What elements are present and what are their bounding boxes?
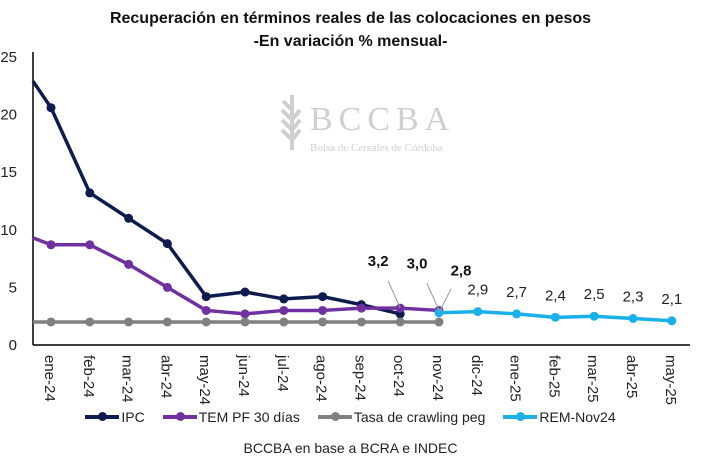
data-label: 2,4 xyxy=(545,287,566,304)
data-point xyxy=(473,307,483,317)
leader-line xyxy=(387,280,401,309)
data-point xyxy=(240,287,250,297)
leader-line xyxy=(426,282,440,311)
data-label: 2,5 xyxy=(584,286,605,303)
y-tick-label: 10 xyxy=(0,222,17,239)
data-point xyxy=(395,317,405,327)
data-point xyxy=(434,317,444,327)
data-label: 3,0 xyxy=(407,255,428,272)
data-point xyxy=(240,309,250,319)
data-point xyxy=(46,103,56,113)
legend-label: TEM PF 30 días xyxy=(198,409,300,425)
data-point xyxy=(628,314,638,324)
data-label: 2,1 xyxy=(661,291,682,308)
x-tick-label: mar-24 xyxy=(119,355,136,403)
data-point xyxy=(85,240,95,250)
x-tick-label: may-24 xyxy=(196,355,213,405)
legend-item: TEM PF 30 días xyxy=(162,409,300,425)
legend-swatch xyxy=(162,412,197,421)
data-point xyxy=(85,188,95,198)
data-point xyxy=(162,239,172,249)
data-point xyxy=(589,311,599,321)
legend-swatch xyxy=(85,412,120,421)
x-tick-label: ene-25 xyxy=(507,355,524,402)
x-tick-label: sep-24 xyxy=(351,355,368,401)
watermark-logo: BCCBA Bolsa de Cereales de Córdoba xyxy=(280,95,455,154)
data-point xyxy=(124,213,134,223)
wheat-icon xyxy=(280,95,302,150)
data-point xyxy=(46,240,56,250)
source-note: BCCBA en base a BCRA e INDEC xyxy=(243,440,458,456)
watermark-text: BCCBA xyxy=(310,101,455,138)
chart-subtitle: -En variación % mensual- xyxy=(253,33,448,50)
y-tick-label: 20 xyxy=(0,107,17,124)
y-tick-label: 5 xyxy=(9,279,17,296)
x-tick-label: oct-24 xyxy=(390,355,407,397)
x-tick-label: mar-25 xyxy=(584,355,601,403)
legend-item: Tasa de crawling peg xyxy=(317,409,486,425)
x-tick-label: feb-24 xyxy=(80,355,97,398)
x-tick-label: abr-24 xyxy=(157,355,174,398)
x-tick-label: ene-24 xyxy=(41,355,58,402)
y-tick-label: 0 xyxy=(9,337,17,354)
data-label: 3,2 xyxy=(368,253,389,270)
y-tick-label: 25 xyxy=(0,49,17,66)
data-label: 2,7 xyxy=(506,284,527,301)
data-point xyxy=(124,317,134,327)
data-point xyxy=(124,259,134,269)
data-label: 2,9 xyxy=(467,282,488,299)
data-point xyxy=(279,305,289,315)
data-label: 2,3 xyxy=(623,289,644,306)
data-point xyxy=(318,317,328,327)
x-tick-label: nov-24 xyxy=(429,355,446,401)
data-point xyxy=(667,316,677,326)
x-tick-label: may-25 xyxy=(662,355,679,405)
data-point xyxy=(85,317,95,327)
data-point xyxy=(512,309,522,319)
y-tick-label: 15 xyxy=(0,164,17,181)
chart-title: Recuperación en términos reales de las c… xyxy=(109,10,592,27)
legend-label: Tasa de crawling peg xyxy=(353,409,486,425)
x-tick-label: feb-25 xyxy=(545,355,562,398)
data-point xyxy=(356,317,366,327)
data-point xyxy=(318,292,328,302)
x-tick-label: abr-25 xyxy=(623,355,640,398)
data-point xyxy=(550,312,560,322)
data-point xyxy=(318,305,328,315)
legend-label: IPC xyxy=(121,409,145,425)
legend-swatch xyxy=(503,412,538,421)
data-point xyxy=(46,317,56,327)
data-point xyxy=(162,282,172,292)
data-point xyxy=(162,317,172,327)
legend-item: IPC xyxy=(85,409,145,425)
data-point xyxy=(201,317,211,327)
legend-label: REM-Nov24 xyxy=(539,409,616,425)
legend-item: REM-Nov24 xyxy=(503,409,616,425)
watermark-subtext: Bolsa de Cereales de Córdoba xyxy=(310,142,443,154)
legend-swatch xyxy=(317,412,352,421)
x-tick-label: dic-24 xyxy=(468,355,485,396)
data-point xyxy=(201,305,211,315)
x-tick-label: jul-24 xyxy=(274,354,291,392)
x-tick-label: jun-24 xyxy=(235,354,252,397)
series-line-tem-pf-30-d-as xyxy=(32,236,440,316)
line-chart: BCCBA Bolsa de Cereales de Córdoba 0 5 10 1… xyxy=(0,49,690,405)
data-point xyxy=(279,294,289,304)
x-tick-label: ago-24 xyxy=(313,355,330,402)
leader-line xyxy=(438,288,452,313)
data-point xyxy=(279,317,289,327)
data-point xyxy=(356,303,366,313)
data-label: 2,8 xyxy=(451,263,472,280)
data-point xyxy=(201,292,211,302)
data-point xyxy=(240,317,250,327)
legend: IPC TEM PF 30 días Tasa de crawling peg REM… xyxy=(0,409,701,425)
